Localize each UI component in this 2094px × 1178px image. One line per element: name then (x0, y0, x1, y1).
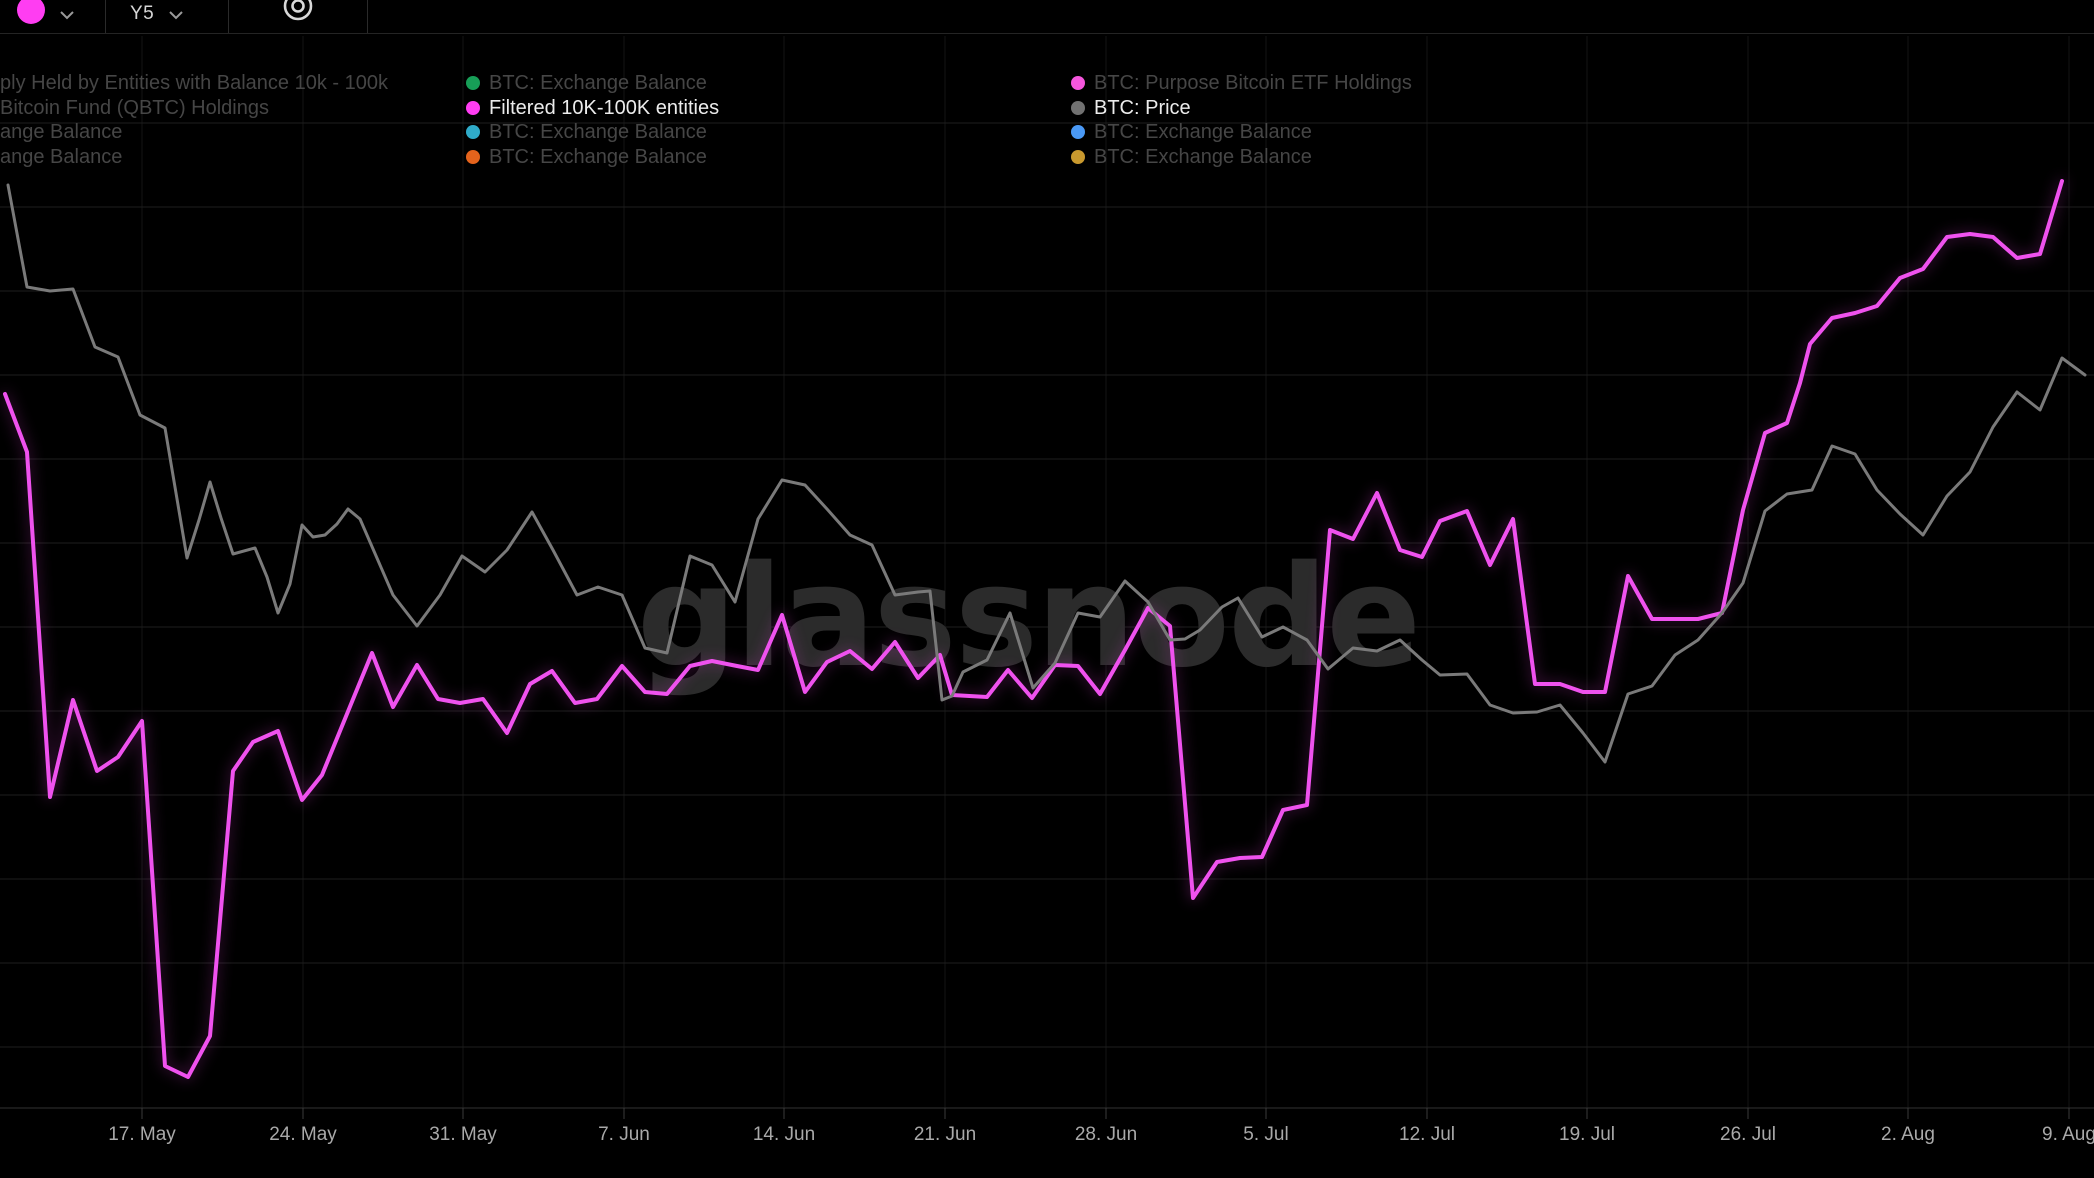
legend-item[interactable]: Bitcoin Fund (QBTC) Holdings (0, 96, 269, 120)
series-selector-button[interactable] (17, 0, 75, 33)
legend-item[interactable]: Filtered 10K-100K entities (466, 96, 719, 120)
legend-label: ply Held by Entities with Balance 10k - … (0, 71, 388, 94)
legend-item[interactable]: ange Balance (0, 120, 122, 144)
x-axis-tick-label: 24. May (269, 1124, 337, 1145)
x-axis-tick-label: 2. Aug (1881, 1124, 1935, 1145)
x-axis-tick-label: 17. May (108, 1124, 176, 1145)
legend-dot-icon (466, 101, 480, 115)
legend-item[interactable]: BTC: Exchange Balance (466, 71, 707, 95)
legend-label: BTC: Exchange Balance (1094, 145, 1312, 168)
legend-label: BTC: Exchange Balance (489, 120, 707, 143)
legend-dot-icon (1071, 101, 1085, 115)
legend-item[interactable]: BTC: Exchange Balance (1071, 145, 1312, 169)
target-icon (283, 0, 313, 20)
x-axis-tick-label: 19. Jul (1559, 1124, 1615, 1145)
legend-label: BTC: Exchange Balance (489, 71, 707, 94)
legend-item[interactable]: ange Balance (0, 145, 122, 169)
legend-item[interactable]: BTC: Exchange Balance (466, 145, 707, 169)
legend-item[interactable]: BTC: Exchange Balance (466, 120, 707, 144)
x-axis-tick-label: 28. Jun (1075, 1124, 1137, 1145)
legend-dot-icon (466, 125, 480, 139)
legend-item[interactable]: BTC: Price (1071, 96, 1191, 120)
legend-item[interactable]: BTC: Exchange Balance (1071, 120, 1312, 144)
vertical-gridlines (141, 36, 2070, 1108)
x-axis-tick-label: 14. Jun (753, 1124, 815, 1145)
legend-label: ange Balance (0, 145, 123, 168)
legend-label: ange Balance (0, 120, 123, 143)
chevron-down-icon (169, 10, 183, 19)
x-axis-tick-label: 5. Jul (1243, 1124, 1288, 1145)
x-axis (0, 1107, 2094, 1119)
toolbar-divider (367, 0, 368, 33)
legend-label: Filtered 10K-100K entities (489, 96, 720, 119)
legend-item[interactable]: ply Held by Entities with Balance 10k - … (0, 71, 388, 95)
toolbar-divider (105, 0, 106, 33)
legend-label: BTC: Exchange Balance (1094, 120, 1312, 143)
x-axis-tick-label: 9. Aug (2042, 1124, 2094, 1145)
legend-label: BTC: Purpose Bitcoin ETF Holdings (1094, 71, 1412, 94)
legend-label: BTC: Exchange Balance (489, 145, 707, 168)
toolbar-divider (228, 0, 229, 33)
x-axis-tick-label: 12. Jul (1399, 1124, 1455, 1145)
x-axis-labels: 17. May 24. May 31. May 7. Jun 14. Jun 21. Ju… (108, 1124, 2094, 1145)
legend-dot-icon (1071, 125, 1085, 139)
target-button[interactable] (282, 0, 314, 33)
legend: ply Held by Entities with Balance 10k - … (0, 0, 2094, 180)
chevron-down-icon (60, 10, 74, 19)
range-label: Y5 (130, 2, 155, 24)
legend-dot-icon (466, 76, 480, 90)
series-line-btc-price (6, 183, 2087, 764)
series-color-swatch (17, 0, 45, 24)
range-preset-button[interactable]: Y5 (130, 0, 184, 33)
series-line-filtered-10k-100k-entities (3, 179, 2064, 1079)
x-axis-tick-label: 31. May (429, 1124, 497, 1145)
x-axis-tick-label: 26. Jul (1720, 1124, 1776, 1145)
chart-series (3, 179, 2087, 1079)
legend-dot-icon (1071, 150, 1085, 164)
legend-label: BTC: Price (1094, 96, 1191, 119)
legend-item[interactable]: BTC: Purpose Bitcoin ETF Holdings (1071, 71, 1412, 95)
x-axis-tick-label: 7. Jun (598, 1124, 650, 1145)
x-axis-tick-label: 21. Jun (914, 1124, 976, 1145)
legend-dot-icon (466, 150, 480, 164)
toolbar: Y5 (0, 0, 2094, 34)
legend-label: Bitcoin Fund (QBTC) Holdings (0, 96, 269, 119)
legend-dot-icon (1071, 76, 1085, 90)
